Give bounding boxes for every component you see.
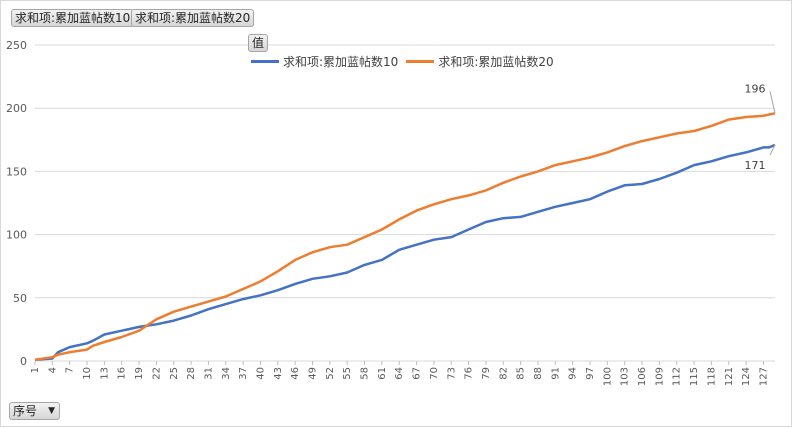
x-tick-label: 67 <box>412 367 423 380</box>
field-button-sum10[interactable]: 求和项:累加蓝帖数10 <box>11 9 135 27</box>
x-tick-label: 37 <box>238 367 249 380</box>
series-line-2 <box>34 112 776 361</box>
legend-swatch-series-2 <box>406 60 435 63</box>
x-tick-label: 76 <box>464 367 475 380</box>
x-tick-label: 13 <box>99 367 110 380</box>
legend-item-series-2: 求和项:累加蓝帖数20 <box>406 53 554 70</box>
x-tick-label: 121 <box>724 367 735 386</box>
field-button-sum20[interactable]: 求和项:累加蓝帖数20 <box>131 9 255 27</box>
y-tick-label: 200 <box>6 102 27 115</box>
x-tick-label: 127 <box>758 367 769 386</box>
y-tick-label: 250 <box>6 39 27 52</box>
x-tick-label: 88 <box>533 367 544 380</box>
x-tick-label: 100 <box>602 367 613 386</box>
x-tick-label: 25 <box>169 367 180 380</box>
x-tick-label: 46 <box>290 367 301 380</box>
x-tick-label: 112 <box>672 367 683 386</box>
x-tick-label: 28 <box>186 367 197 380</box>
x-tick-label: 55 <box>342 367 353 380</box>
x-tick-label: 16 <box>117 367 128 380</box>
x-tick-label: 85 <box>516 367 527 380</box>
y-tick-label: 50 <box>13 292 27 305</box>
x-tick-label: 64 <box>394 367 405 380</box>
series-line-1 <box>34 143 776 361</box>
x-tick-label: 124 <box>741 367 752 386</box>
y-tick-label: 150 <box>6 165 27 178</box>
legend-swatch-series-1 <box>251 60 279 63</box>
legend-label-series-1: 求和项:累加蓝帖数10 <box>283 55 399 69</box>
data-label-series-2: 196 <box>745 82 766 95</box>
data-label-series-1: 171 <box>745 159 766 172</box>
x-tick-label: 70 <box>429 367 440 380</box>
dropdown-arrow-icon: ▼ <box>48 406 56 416</box>
y-tick-label: 0 <box>20 355 27 368</box>
x-tick-label: 73 <box>446 367 457 380</box>
x-tick-label: 91 <box>550 367 561 380</box>
x-tick-label: 40 <box>255 367 266 380</box>
x-tick-label: 97 <box>585 367 596 380</box>
x-tick-label: 94 <box>568 367 579 380</box>
x-tick-label: 31 <box>203 367 214 380</box>
x-tick-label: 109 <box>654 367 665 386</box>
axis-field-label: 序号 <box>13 404 38 418</box>
x-tick-label: 10 <box>82 367 93 380</box>
x-tick-label: 79 <box>481 367 492 380</box>
data-label-leader <box>769 91 776 114</box>
x-tick-label: 43 <box>273 367 284 380</box>
y-tick-label: 100 <box>6 229 27 242</box>
x-tick-label: 7 <box>65 367 76 373</box>
axis-field-button[interactable]: 序号 ▼ <box>9 402 61 420</box>
x-tick-label: 61 <box>377 367 388 380</box>
values-field-button[interactable]: 值 <box>248 34 269 52</box>
x-tick-label: 118 <box>706 367 717 386</box>
x-tick-label: 103 <box>620 367 631 386</box>
x-tick-label: 82 <box>498 367 509 380</box>
legend-item-series-1: 求和项:累加蓝帖数10 <box>251 53 398 70</box>
data-label-leader <box>769 144 776 156</box>
x-tick-label: 52 <box>325 367 336 380</box>
x-tick-label: 34 <box>221 367 232 380</box>
x-tick-label: 106 <box>637 367 648 386</box>
x-tick-label: 58 <box>360 367 371 380</box>
x-tick-label: 115 <box>689 367 700 386</box>
legend: 求和项:累加蓝帖数10 求和项:累加蓝帖数20 <box>251 53 554 70</box>
x-tick-label: 49 <box>308 367 319 380</box>
x-tick-label: 19 <box>134 367 145 380</box>
x-tick-label: 22 <box>151 367 162 380</box>
x-tick-label: 4 <box>47 367 58 373</box>
legend-label-series-2: 求和项:累加蓝帖数20 <box>438 55 554 69</box>
x-tick-label: 1 <box>30 367 41 373</box>
